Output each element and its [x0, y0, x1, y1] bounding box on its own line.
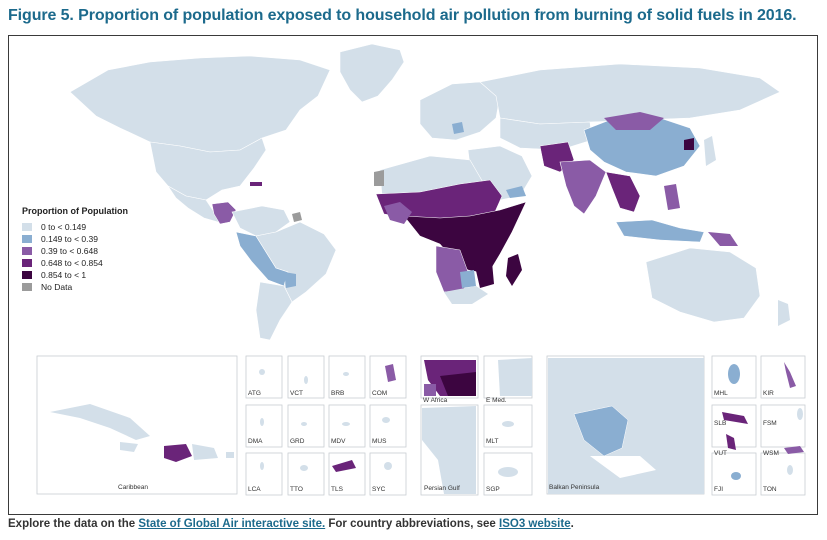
inset-label-dma: DMA: [248, 438, 263, 445]
inset-label-vct: VCT: [290, 390, 303, 397]
state-of-global-air-link[interactable]: State of Global Air interactive site.: [138, 518, 326, 530]
legend-label: 0.648 to < 0.854: [41, 258, 103, 268]
legend-label: 0 to < 0.149: [41, 222, 87, 232]
inset-label-persian-gulf: Persian Gulf: [424, 485, 460, 492]
inset-label-com: COM: [372, 390, 388, 397]
inset-label-kir: KIR: [763, 390, 774, 397]
inset-label-vut: VUT: [714, 450, 727, 457]
w-africa-inset-shapes: [424, 360, 476, 396]
legend-title: Proportion of Population: [22, 206, 128, 216]
caribbean-inset-shapes: [50, 404, 234, 462]
inset-label-mlt: MLT: [486, 438, 499, 445]
inset-label-mdv: MDV: [331, 438, 346, 445]
inset-label-tto: TTO: [290, 486, 303, 493]
footer-prefix: Explore the data on the: [8, 518, 139, 530]
inset-label-sgp: SGP: [486, 486, 500, 493]
inset-label-e-med: E Med.: [486, 397, 507, 404]
legend-swatch: [22, 283, 32, 291]
inset-label-atg: ATG: [248, 390, 261, 397]
legend-swatch: [22, 259, 32, 267]
inset-label-grd: GRD: [290, 438, 305, 445]
legend-label: 0.854 to < 1: [41, 270, 87, 280]
legend-item: No Data: [22, 281, 128, 293]
footer-middle: For country abbreviations, see: [325, 518, 500, 530]
legend-label: 0.149 to < 0.39: [41, 234, 98, 244]
inset-label-slb: SLB: [714, 420, 727, 427]
inset-label-fsm: FSM: [763, 420, 777, 427]
inset-label-brb: BRB: [331, 390, 345, 397]
inset-label-lca: LCA: [248, 486, 261, 493]
legend-swatch: [22, 223, 32, 231]
world-map-countries: [69, 43, 790, 341]
legend-swatch: [22, 271, 32, 279]
inset-label-fji: FJI: [714, 486, 724, 493]
footer-note: Explore the data on the State of Global …: [8, 518, 574, 530]
legend-item: 0 to < 0.149: [22, 221, 128, 233]
inset-label-tls: TLS: [331, 486, 343, 493]
inset-label-caribbean: Caribbean: [118, 484, 148, 491]
inset-label-wsm: WSM: [763, 450, 779, 457]
footer-suffix: .: [570, 518, 574, 530]
legend-label: No Data: [41, 282, 73, 292]
inset-label-mhl: MHL: [714, 390, 728, 397]
pacific-island-shapes: [722, 362, 804, 480]
legend-item: 0.149 to < 0.39: [22, 233, 128, 245]
inset-label-ton: TON: [763, 486, 777, 493]
inset-label-syc: SYC: [372, 486, 386, 493]
figure-title: Figure 5. Proportion of population expos…: [8, 7, 797, 24]
legend-swatch: [22, 235, 32, 243]
legend-item: 0.854 to < 1: [22, 269, 128, 281]
legend-swatch: [22, 247, 32, 255]
inset-label-mus: MUS: [372, 438, 387, 445]
balkan-inset-shapes: [548, 358, 704, 494]
legend-item: 0.648 to < 0.854: [22, 257, 128, 269]
inset-label-w-africa: W Africa: [423, 397, 448, 404]
legend-item: 0.39 to < 0.648: [22, 245, 128, 257]
map-legend: Proportion of Population 0 to < 0.149 0.1…: [22, 206, 128, 293]
small-island-shapes: [259, 364, 396, 472]
legend-label: 0.39 to < 0.648: [41, 246, 98, 256]
iso3-website-link[interactable]: ISO3 website: [499, 518, 571, 530]
inset-label-balkan: Balkan Peninsula: [549, 484, 600, 491]
